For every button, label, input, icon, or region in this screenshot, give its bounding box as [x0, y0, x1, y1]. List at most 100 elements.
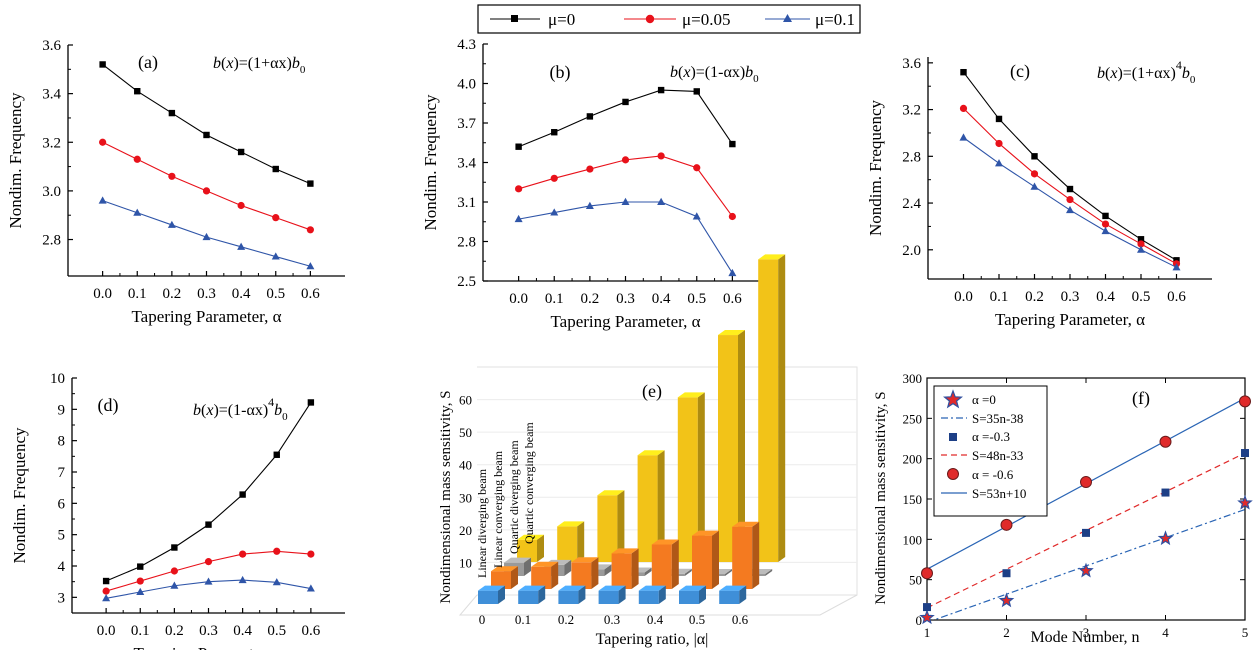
x-tick-label: 0.2	[581, 291, 600, 307]
x-tick-label: 0.3	[604, 612, 620, 627]
square-marker	[1082, 528, 1090, 537]
bar-front	[679, 590, 699, 604]
formula-part: )=(1-αx)	[213, 402, 268, 419]
formula-part: b	[1097, 65, 1105, 82]
panel-label: (e)	[642, 381, 662, 402]
bar-side	[591, 557, 599, 589]
y-tick-label: 0	[916, 613, 923, 628]
scatter-legend: α =0 S=35n-38 α =-0.3 S=48n-33 α = -0.6 …	[933, 385, 1048, 517]
star-marker	[1078, 562, 1094, 578]
triangle-marker	[170, 581, 179, 589]
circle-marker	[170, 567, 178, 575]
bar	[651, 539, 679, 589]
formula-part: x	[225, 55, 233, 72]
x-tick-label: 0.4	[233, 623, 252, 639]
bar	[478, 585, 505, 604]
y-tick-label: 200	[903, 452, 923, 467]
formula-part: b	[274, 402, 282, 419]
bar-side	[725, 569, 732, 576]
top-legend-label: μ=0.1	[815, 10, 855, 29]
triangle-marker	[202, 232, 211, 241]
circle-marker	[959, 104, 968, 113]
bar-side	[644, 567, 652, 576]
bar-front	[758, 259, 779, 562]
square-marker	[1002, 569, 1011, 578]
star-marker	[998, 592, 1015, 608]
x-tick-label: 1	[924, 625, 931, 640]
series-line	[518, 155, 733, 217]
x-tick-label: 0.0	[954, 289, 973, 305]
legend-label: S=53n+10	[972, 486, 1026, 501]
bar	[677, 392, 705, 562]
circle-marker	[204, 558, 213, 566]
bar-side	[684, 568, 692, 576]
formula-part: 0	[282, 411, 288, 423]
legend-label: α = -0.6	[972, 467, 1014, 482]
x-tick-label: 0.6	[723, 291, 742, 307]
bar-side	[618, 585, 626, 604]
bar-side	[739, 585, 747, 604]
square-marker	[99, 61, 106, 68]
x-tick-label: 0.3	[616, 291, 635, 307]
z-tick-label: 10	[459, 555, 472, 570]
y-tick-label: 2.4	[902, 196, 921, 212]
triangle-marker	[959, 133, 968, 141]
triangle-marker	[306, 262, 315, 270]
bar-side	[712, 530, 719, 589]
x-axis-label: Tapering Parameter, α	[550, 312, 700, 331]
bar-top	[571, 557, 599, 563]
x-tick-label: 0.5	[687, 291, 706, 307]
bar-side	[778, 254, 786, 562]
x-tick-label: 0.2	[558, 612, 574, 627]
bar-front	[651, 544, 672, 589]
triangle-marker	[136, 587, 145, 596]
y-tick-label: 2.0	[902, 243, 921, 259]
square-marker	[693, 88, 700, 95]
bar-top	[558, 585, 586, 591]
circle-marker	[136, 577, 144, 585]
bar-top	[732, 521, 760, 527]
x-tick-label: 0.1	[545, 291, 564, 307]
square-marker	[239, 491, 246, 498]
bar-top	[758, 254, 786, 260]
panel-label: (c)	[1010, 61, 1030, 82]
formula-part: )=(1-αx)	[690, 64, 745, 81]
square-marker	[1102, 212, 1109, 220]
panel-formula: b(x)=(1-αx)b0	[670, 64, 759, 85]
x-tick-label: 0.4	[1096, 289, 1115, 305]
square-marker	[205, 521, 212, 528]
x-tick-label: 0.5	[689, 612, 705, 627]
triangle-marker	[1137, 245, 1145, 253]
square-marker	[272, 165, 279, 173]
y-tick-label: 8	[58, 434, 66, 450]
square-marker	[1031, 153, 1038, 160]
bar-top	[597, 490, 625, 496]
square-marker	[1241, 449, 1249, 458]
bar-top	[504, 557, 531, 563]
circle-marker	[921, 567, 933, 580]
bar-side	[524, 557, 531, 576]
square-marker	[168, 109, 176, 117]
x-tick-label: 0.1	[128, 286, 147, 302]
fit-line	[927, 452, 1245, 609]
y-tick-label: 7	[58, 465, 66, 481]
x-tick-label: 0.1	[515, 612, 531, 627]
panel-label: (f)	[1132, 388, 1150, 409]
square-marker	[203, 131, 210, 139]
bar-side	[631, 548, 639, 589]
bar	[571, 557, 599, 589]
formula-part: )=(1+αx)	[1117, 65, 1175, 82]
bar-top	[651, 539, 679, 545]
y-tick-label: 150	[903, 492, 923, 507]
x-tick-label: 0.3	[197, 286, 216, 302]
bar	[718, 330, 745, 562]
star-marker	[1157, 530, 1174, 546]
circle-marker	[1000, 518, 1013, 531]
circle-marker	[693, 164, 701, 172]
formula-part: b	[745, 64, 753, 81]
y-tick-label: 2.8	[902, 149, 921, 165]
formula-part: (	[678, 64, 683, 81]
panel-label: (b)	[550, 62, 571, 83]
circle-marker	[621, 156, 630, 164]
bar-side	[738, 330, 745, 562]
